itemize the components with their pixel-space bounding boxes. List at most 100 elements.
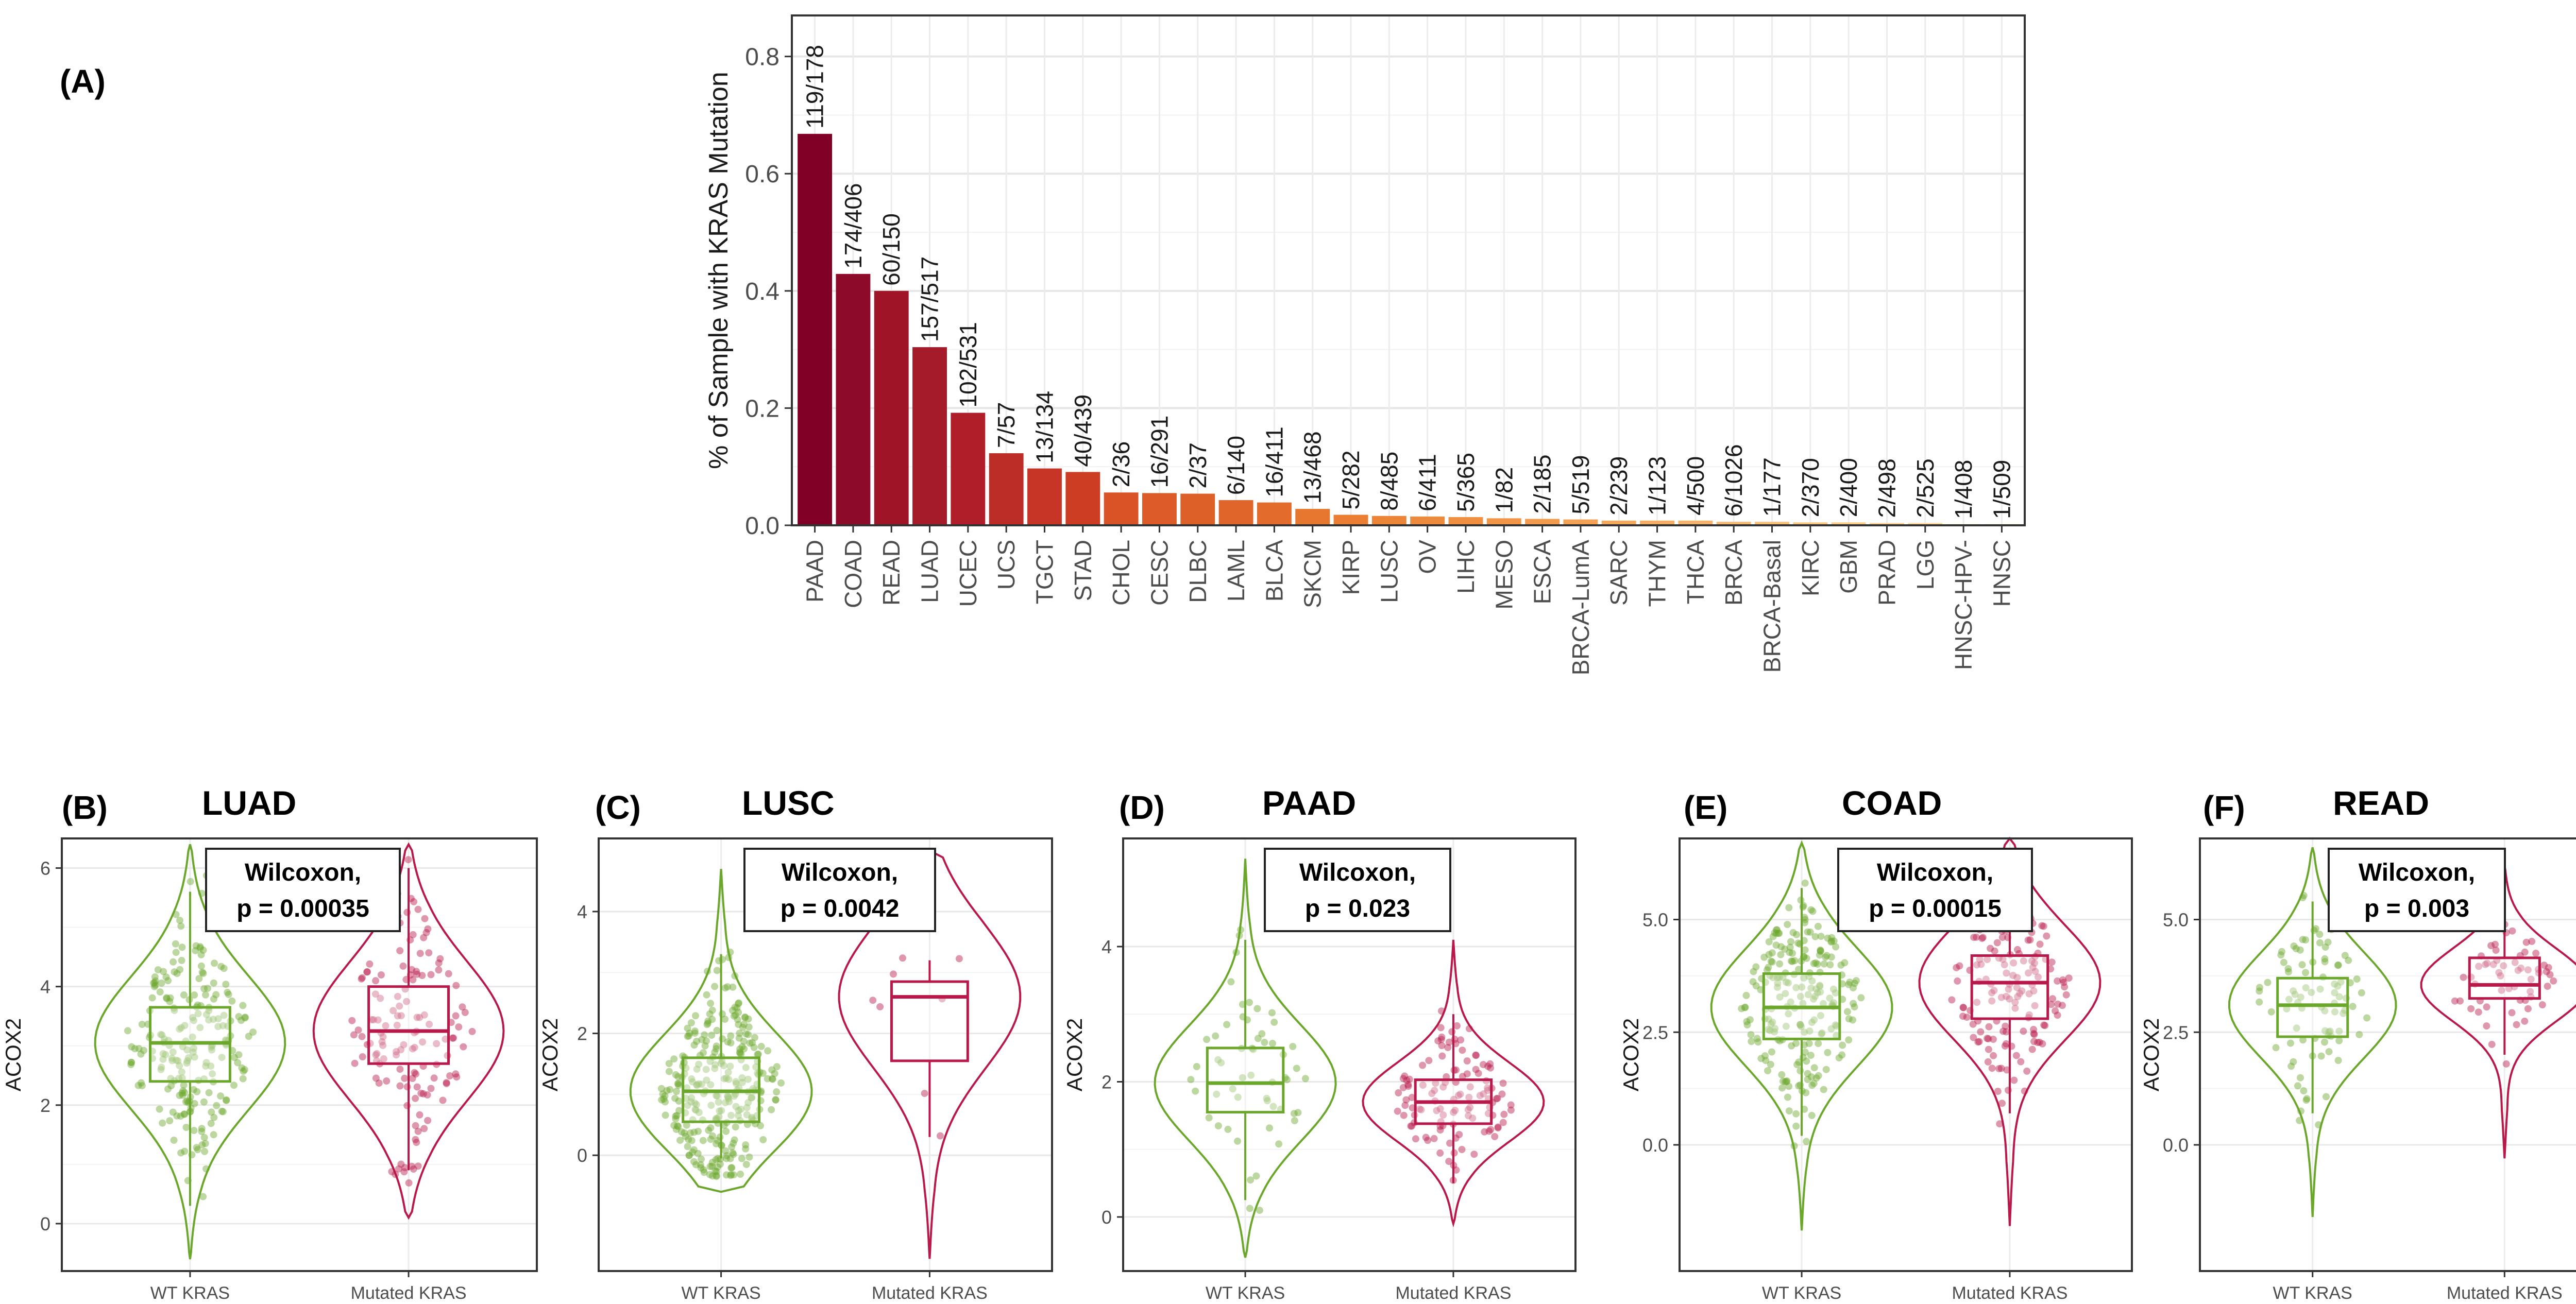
data-point (700, 1166, 707, 1174)
data-point (1494, 1124, 1502, 1131)
data-point (1814, 922, 1822, 930)
data-point (731, 972, 739, 980)
data-point (1434, 1037, 1442, 1045)
data-point (1268, 1009, 1276, 1017)
data-point (2290, 987, 2297, 995)
data-point (1432, 1079, 1439, 1087)
data-point (661, 1092, 669, 1100)
data-point (689, 1148, 697, 1156)
data-point (721, 1099, 729, 1106)
data-point (2545, 964, 2552, 971)
data-point (183, 1046, 191, 1054)
data-point (1814, 960, 1821, 968)
data-point (196, 1024, 204, 1032)
jitter-points-wt (2256, 891, 2371, 1129)
data-point (2315, 1121, 2323, 1129)
data-point (1995, 1065, 2003, 1072)
data-point (1507, 1106, 1515, 1114)
bar-value-label: 6/411 (1414, 454, 1441, 511)
data-point (1845, 1036, 1853, 1044)
data-point (1989, 1036, 1997, 1043)
data-point (2522, 938, 2530, 946)
x-tick-label: WT KRAS (1762, 1283, 1841, 1303)
data-point (1795, 1058, 1803, 1066)
data-point (703, 1021, 711, 1028)
y-axis-title: ACOX2 (1619, 1018, 1643, 1091)
data-point (2334, 1057, 2342, 1064)
data-point (1454, 1092, 1462, 1100)
data-point (2030, 987, 2038, 995)
data-point (1472, 1066, 1480, 1073)
data-point (726, 948, 734, 956)
data-point (673, 1112, 681, 1119)
panel-title: READ (2333, 784, 2429, 822)
data-point (713, 1173, 720, 1180)
data-point (2020, 1027, 2027, 1035)
data-point (2003, 1066, 2011, 1074)
data-point (1826, 994, 1834, 1002)
data-point (717, 1155, 724, 1163)
data-point (2294, 1082, 2301, 1090)
stat-p-value: p = 0.003 (2364, 895, 2469, 922)
data-point (127, 1061, 135, 1069)
data-point (692, 1161, 700, 1169)
y-tick-label: 4 (40, 976, 50, 998)
data-point (769, 1075, 776, 1083)
data-point (128, 1058, 135, 1066)
data-point (693, 1082, 701, 1089)
data-point (167, 1082, 175, 1089)
data-point (1765, 951, 1773, 958)
data-point (2025, 969, 2032, 977)
data-point (2312, 925, 2319, 933)
data-point (2502, 1060, 2510, 1068)
data-point (1963, 1014, 1971, 1021)
data-point (238, 1064, 246, 1072)
data-point (1833, 1032, 1840, 1039)
data-point (189, 1014, 196, 1021)
data-point (690, 1146, 698, 1154)
data-point (1247, 1071, 1255, 1079)
data-point (691, 1106, 699, 1113)
data-point (685, 1152, 693, 1159)
data-point (739, 1023, 747, 1031)
data-point (183, 1059, 191, 1067)
data-point (728, 1143, 735, 1151)
data-point (241, 1014, 249, 1021)
data-point (416, 1111, 423, 1119)
data-point (2325, 1028, 2333, 1036)
data-point (711, 1049, 719, 1056)
data-point (709, 1132, 716, 1140)
x-tick-label: Mutated KRAS (1952, 1283, 2067, 1303)
data-point (189, 1033, 196, 1041)
data-point (151, 983, 158, 990)
violin-panels: (B) LUAD 0 2 4 6 ACOX2 WT KRAS Mutated KRAS Wilco… (1, 784, 2576, 1303)
data-point (1794, 939, 1802, 947)
data-point (2527, 975, 2535, 983)
data-point (1816, 983, 1824, 990)
data-point (694, 1149, 702, 1157)
data-point (764, 1075, 771, 1083)
data-point (2003, 992, 2010, 1000)
data-point (1765, 938, 1773, 946)
bar-tgct (1027, 468, 1062, 525)
data-point (230, 1082, 238, 1089)
data-point (2028, 957, 2036, 965)
data-point (2302, 969, 2309, 976)
y-tick-label: 6 (40, 858, 50, 879)
data-point (1214, 1056, 1222, 1063)
data-point (707, 1102, 715, 1109)
data-point (2030, 1031, 2038, 1038)
data-point (1988, 989, 1995, 997)
data-point (2001, 1042, 2009, 1050)
data-point (1798, 983, 1806, 991)
data-point (421, 915, 429, 922)
data-point (1801, 916, 1809, 923)
data-point (768, 1106, 775, 1113)
data-point (1811, 933, 1819, 940)
data-point (393, 1048, 400, 1055)
data-point (2030, 1038, 2038, 1045)
data-point (1254, 1035, 1262, 1042)
data-point (750, 1043, 758, 1051)
data-point (732, 1103, 740, 1110)
data-point (740, 1020, 748, 1028)
